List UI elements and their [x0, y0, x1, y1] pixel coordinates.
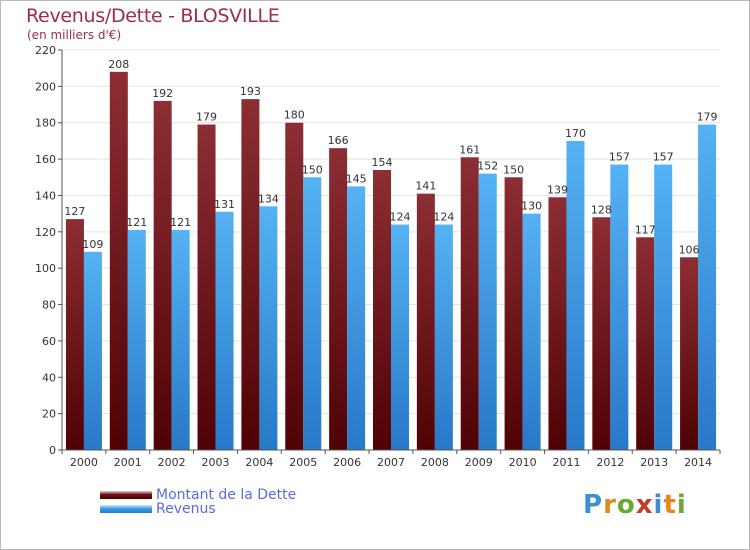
bar-debt: [241, 99, 260, 450]
x-tick-label: 2000: [70, 456, 98, 469]
data-label-debt: 106: [679, 243, 700, 256]
bar-debt: [636, 237, 655, 450]
data-label-debt: 161: [459, 143, 480, 156]
bar-revenus: [171, 230, 190, 450]
x-tick-label: 2006: [333, 456, 361, 469]
x-tick-label: 2008: [421, 456, 449, 469]
legend-label-revenus: Revenus: [156, 501, 216, 517]
y-tick-label: 180: [35, 117, 56, 130]
data-label-debt: 127: [64, 205, 85, 218]
bar-debt: [592, 217, 611, 450]
data-label-debt: 208: [108, 58, 129, 71]
data-label-debt: 128: [591, 203, 612, 216]
x-tick-label: 2011: [552, 456, 580, 469]
data-label-revenus: 130: [521, 200, 542, 213]
data-label-revenus: 145: [346, 172, 367, 185]
chart-title: Revenus/Dette - BLOSVILLE: [26, 5, 280, 27]
bar-revenus: [83, 251, 102, 450]
bar-debt: [329, 148, 348, 450]
bar-revenus: [215, 211, 234, 450]
bar-revenus: [347, 186, 366, 450]
bar-revenus: [303, 177, 322, 451]
legend-label-debt: Montant de la Dette: [156, 487, 297, 503]
data-label-debt: 141: [415, 180, 436, 193]
data-label-revenus: 179: [697, 111, 718, 124]
bar-debt: [416, 193, 435, 451]
bar-revenus: [434, 224, 453, 450]
y-tick-label: 120: [35, 226, 56, 239]
bar-revenus: [654, 164, 673, 450]
bar-revenus: [127, 230, 146, 450]
data-label-debt: 154: [372, 156, 393, 169]
legend-swatch-revenus: [100, 505, 152, 513]
bar-revenus: [478, 173, 497, 451]
y-tick-label: 200: [35, 80, 56, 93]
bar-debt: [109, 71, 128, 451]
y-tick-label: 100: [35, 262, 56, 275]
bar-debt: [680, 257, 699, 450]
data-label-debt: 150: [503, 163, 524, 176]
data-label-revenus: 124: [390, 211, 411, 224]
y-tick-label: 140: [35, 189, 56, 202]
bar-revenus: [259, 206, 278, 450]
y-tick-label: 60: [42, 335, 56, 348]
x-tick-label: 2001: [114, 456, 142, 469]
data-label-debt: 179: [196, 111, 217, 124]
bar-debt: [504, 177, 523, 451]
x-tick-label: 2009: [465, 456, 493, 469]
bar-revenus: [698, 124, 717, 450]
y-tick-label: 160: [35, 153, 56, 166]
proxiti-logo: Proxiti: [583, 490, 687, 520]
bar-revenus: [566, 140, 585, 450]
y-tick-label: 20: [42, 408, 56, 421]
x-tick-label: 2005: [289, 456, 317, 469]
x-tick-label: 2012: [596, 456, 624, 469]
legend-item-revenus: Revenus: [100, 501, 216, 517]
data-label-revenus: 124: [433, 211, 454, 224]
data-label-revenus: 157: [653, 151, 674, 164]
x-tick-label: 2002: [158, 456, 186, 469]
data-label-debt: 139: [547, 183, 568, 196]
data-label-revenus: 121: [170, 216, 191, 229]
bar-debt: [460, 157, 479, 451]
data-label-revenus: 150: [302, 163, 323, 176]
y-tick-label: 80: [42, 299, 56, 312]
chart-subtitle: (en milliers d'€): [27, 28, 122, 42]
x-tick-label: 2004: [245, 456, 273, 469]
bar-debt: [153, 100, 172, 450]
data-label-revenus: 134: [258, 192, 279, 205]
bar-debt: [65, 219, 84, 450]
data-label-revenus: 170: [565, 127, 586, 140]
data-label-revenus: 157: [609, 151, 630, 164]
data-label-revenus: 109: [82, 238, 103, 251]
x-tick-label: 2010: [509, 456, 537, 469]
legend-swatch-debt: [100, 491, 152, 499]
bar-revenus: [391, 224, 409, 450]
bar-revenus: [522, 213, 541, 450]
bar-debt: [285, 122, 304, 451]
bar-debt: [548, 197, 567, 450]
y-tick-label: 220: [35, 44, 56, 57]
data-label-debt: 193: [240, 85, 261, 98]
data-label-debt: 192: [152, 87, 173, 100]
x-tick-label: 2014: [684, 456, 712, 469]
data-label-revenus: 121: [126, 216, 147, 229]
data-label-debt: 166: [328, 134, 349, 147]
bar-debt: [373, 170, 391, 450]
data-label-debt: 117: [635, 223, 656, 236]
data-label-revenus: 131: [214, 198, 235, 211]
y-tick-label: 40: [42, 371, 56, 384]
legend-item-debt: Montant de la Dette: [100, 487, 296, 503]
bar-debt: [197, 124, 216, 450]
x-tick-label: 2003: [202, 456, 230, 469]
bar-revenus: [610, 164, 629, 450]
y-tick-label: 0: [49, 444, 56, 457]
data-label-revenus: 152: [477, 160, 498, 173]
x-tick-label: 2013: [640, 456, 668, 469]
x-tick-label: 2007: [377, 456, 405, 469]
data-label-debt: 180: [284, 109, 305, 122]
